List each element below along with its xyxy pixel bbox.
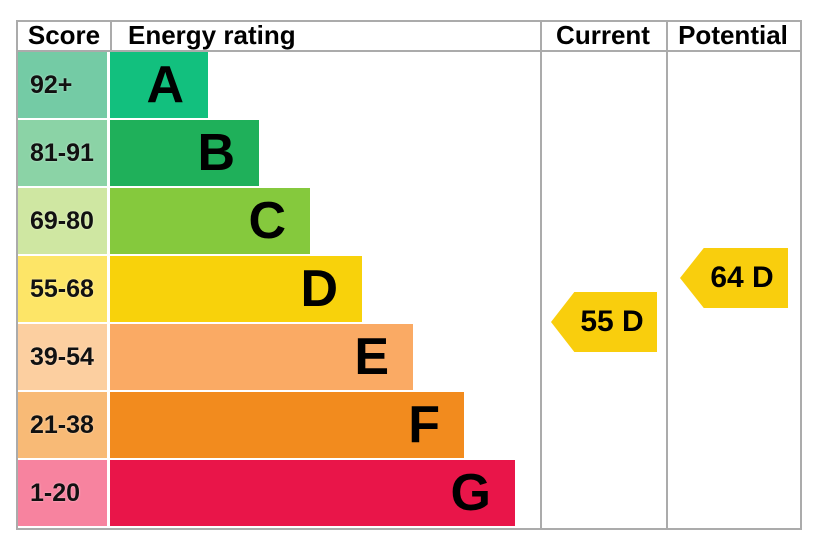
band-bar-d: D [110,256,362,322]
band-score-range: 39-54 [18,324,107,390]
band-score-range: 69-80 [18,188,107,254]
header-score: Score [27,20,101,50]
band-bar-a: A [110,52,208,118]
current-rating-arrow: 55 D [551,292,657,352]
potential-rating-label: 64 D [710,261,774,294]
band-score-range: 21-38 [18,392,107,458]
rating-band-row: 21-38 F [18,392,540,460]
band-letter: B [197,124,235,182]
band-bar-c: C [110,188,310,254]
current-column-divider [540,22,542,528]
rating-band-row: 92+ A [18,52,540,120]
table-header: Score Energy rating Current Potential [18,22,800,52]
header-score-divider [110,22,112,50]
rating-band-row: 55-68 D [18,256,540,324]
potential-rating-arrow: 64 D [680,248,788,308]
band-bar-b: B [110,120,259,186]
band-score-range: 92+ [18,52,107,118]
band-letter: A [146,56,184,114]
header-potential: Potential [678,20,788,50]
band-score-range: 55-68 [18,256,107,322]
band-letter: G [450,464,491,522]
header-current: Current [556,20,650,50]
band-score-range: 1-20 [18,460,107,526]
band-bar-g: G [110,460,515,526]
current-rating-label: 55 D [580,305,644,338]
epc-rows: 92+ A 81-91 B 69-80 C 55-68 D 39-54 E 21-38 F 1-20 G [18,52,540,528]
epc-table: Score Energy rating Current Potential 92… [16,20,802,530]
band-letter: E [354,328,389,386]
potential-column-divider [666,22,668,528]
band-bar-f: F [110,392,464,458]
rating-band-row: 81-91 B [18,120,540,188]
band-score-range: 81-91 [18,120,107,186]
band-letter: F [408,396,440,454]
rating-band-row: 39-54 E [18,324,540,392]
rating-band-row: 1-20 G [18,460,540,528]
band-letter: C [248,192,286,250]
header-energy-rating: Energy rating [128,20,296,50]
band-letter: D [300,260,338,318]
band-bar-e: E [110,324,413,390]
rating-band-row: 69-80 C [18,188,540,256]
